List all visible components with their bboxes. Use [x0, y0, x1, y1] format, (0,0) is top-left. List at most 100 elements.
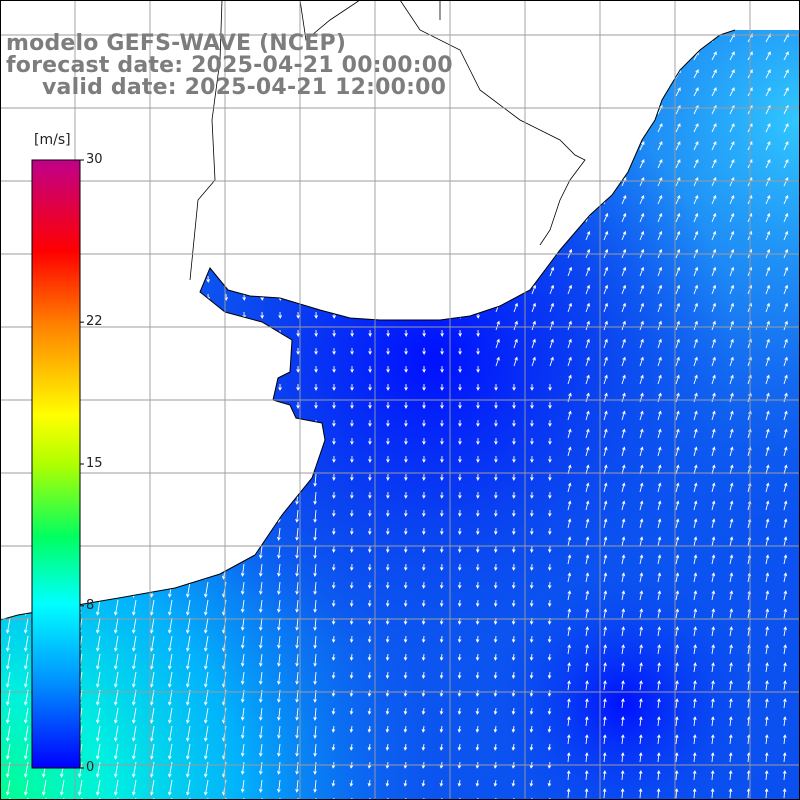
wind-arrow [240, 653, 245, 667]
wind-arrow [675, 608, 680, 619]
wind-arrow [729, 482, 734, 493]
colorbar-tick-label: 15 [86, 456, 103, 471]
wind-arrow [131, 617, 137, 634]
wind-arrow [422, 437, 426, 445]
wind-arrow [621, 608, 626, 619]
wind-arrow [95, 671, 101, 688]
wind-arrow [313, 707, 317, 721]
wind-arrow [693, 716, 697, 727]
wind-arrow [331, 581, 336, 589]
wind-arrow [585, 392, 590, 403]
wind-arrow [385, 743, 390, 751]
wind-arrow [603, 698, 607, 709]
wind-arrow [548, 419, 552, 427]
wind-arrow [457, 599, 462, 607]
wind-arrow [675, 87, 681, 97]
wind-arrow [131, 599, 137, 616]
wind-arrow [585, 680, 589, 691]
wind-arrow [782, 752, 787, 763]
wind-arrow [331, 725, 336, 733]
wind-arrow [567, 500, 572, 511]
wind-arrow [675, 230, 681, 241]
wind-arrow [258, 653, 263, 667]
wind-arrow [457, 779, 462, 787]
wind-arrow [783, 572, 788, 583]
wind-arrow [421, 689, 426, 697]
wind-arrow [23, 725, 29, 742]
wind-arrow [240, 725, 245, 739]
wind-arrow [475, 743, 480, 751]
wind-arrow [332, 437, 336, 445]
wind-arrow [747, 320, 752, 331]
wind-arrow [167, 725, 173, 742]
wind-arrow [621, 302, 627, 313]
wind-arrow [549, 320, 554, 331]
wind-arrow [421, 599, 426, 607]
wind-arrow [675, 716, 679, 727]
wind-arrow [639, 266, 645, 277]
wind-arrow [567, 680, 571, 691]
wind-arrow [331, 527, 336, 535]
wind-arrow [331, 599, 336, 607]
wind-arrow [584, 752, 589, 763]
wind-arrow [277, 599, 281, 613]
wind-arrow [711, 554, 716, 565]
wind-arrow [585, 428, 590, 439]
wind-arrow [113, 707, 119, 724]
wind-arrow [5, 653, 11, 670]
wind-arrow [368, 329, 372, 337]
wind-arrow [313, 563, 317, 577]
wind-arrow [313, 545, 317, 559]
wind-arrow [567, 662, 571, 673]
wind-arrow [603, 554, 608, 565]
wind-arrow [675, 500, 680, 511]
wind-arrow [458, 491, 462, 499]
wind-arrow [258, 743, 263, 757]
wind-arrow [567, 284, 573, 295]
wind-arrow [332, 402, 336, 409]
wind-arrow [439, 545, 444, 553]
wind-arrow [639, 518, 644, 529]
wind-arrow [368, 473, 372, 481]
wind-arrow [675, 266, 681, 277]
wind-arrow [567, 536, 572, 547]
wind-arrow [314, 365, 318, 373]
wind-arrow [349, 527, 354, 535]
wind-arrow [349, 545, 354, 553]
wind-arrow [603, 446, 608, 457]
wind-arrow [711, 644, 715, 655]
wind-arrow [639, 536, 644, 547]
wind-arrow [529, 599, 534, 607]
wind-arrow [783, 392, 788, 403]
wind-arrow [729, 644, 733, 655]
wind-arrow [421, 653, 426, 661]
wind-arrow [475, 599, 480, 607]
wind-arrow [675, 644, 679, 655]
wind-arrow [113, 761, 119, 778]
wind-arrow [783, 698, 787, 709]
wind-arrow [386, 329, 390, 337]
wind-arrow [567, 698, 571, 709]
wind-arrow [529, 581, 534, 589]
wind-arrow [693, 284, 699, 295]
wind-arrow [603, 266, 609, 277]
wind-arrow [404, 329, 408, 337]
wind-arrow [403, 653, 408, 661]
wind-arrow [385, 509, 390, 517]
wind-arrow [258, 617, 263, 631]
wind-arrow [711, 158, 717, 169]
wind-arrow [765, 320, 770, 331]
wind-arrow [765, 608, 770, 619]
wind-arrow [313, 671, 317, 685]
wind-arrow [95, 617, 101, 634]
wind-arrow [185, 581, 191, 598]
wind-arrow [331, 671, 336, 679]
wind-arrow [567, 482, 572, 493]
wind-arrow [458, 473, 462, 481]
wind-arrow [203, 725, 209, 742]
wind-arrow [657, 176, 663, 187]
wind-arrow [675, 356, 680, 367]
wind-arrow [711, 338, 716, 349]
wind-arrow [693, 392, 698, 403]
